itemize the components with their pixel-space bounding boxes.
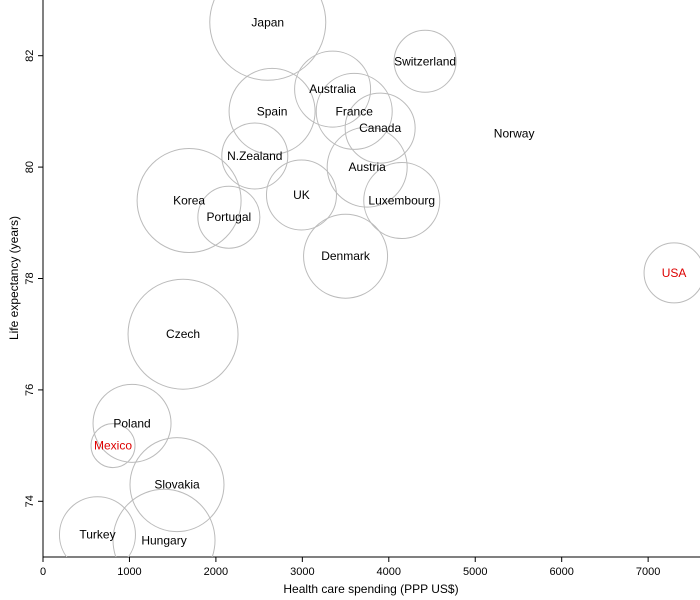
- bubble-label: Poland: [113, 416, 150, 430]
- y-tick-label: 80: [24, 161, 36, 173]
- x-tick-label: 0: [40, 566, 46, 578]
- bubble-mark: [315, 72, 393, 150]
- y-axis-label: Life expectancy (years): [7, 216, 21, 340]
- bubble-label: Korea: [173, 194, 205, 208]
- bubble-mark: [363, 162, 441, 240]
- x-tick-label: 5000: [463, 566, 487, 578]
- bubble-label: Hungary: [141, 533, 186, 547]
- bubble-label: Czech: [166, 327, 200, 341]
- bubble-label: Australia: [309, 82, 356, 96]
- x-tick-label: 3000: [290, 566, 314, 578]
- bubble-label: USA: [662, 266, 687, 280]
- bubble-label: Canada: [359, 121, 401, 135]
- x-tick-label: 6000: [549, 566, 573, 578]
- bubble-label: Portugal: [207, 210, 252, 224]
- label-layer: Japan Switzerland Australia Spain France Cana…: [79, 15, 686, 547]
- y-tick-label: 74: [24, 495, 36, 507]
- y-tick-label: 82: [24, 50, 36, 62]
- x-axis-label: Health care spending (PPP US$): [283, 582, 458, 596]
- bubble-label: Japan: [251, 15, 284, 29]
- bubble-label: UK: [293, 188, 310, 202]
- bubble-label: Spain: [257, 104, 288, 118]
- bubble-label: Denmark: [321, 249, 371, 263]
- bubble-mark: [221, 122, 289, 190]
- bubble-mark: [90, 423, 136, 469]
- x-tick-label: 4000: [377, 566, 401, 578]
- bubble-mark: [643, 242, 700, 304]
- bubble-label: Norway: [494, 127, 535, 141]
- bubble-mark: [209, 0, 327, 81]
- bubble-mark: [228, 67, 316, 155]
- bubble-mark: [265, 159, 337, 231]
- bubble-mark: [129, 437, 225, 533]
- bubble-mark: [344, 92, 416, 164]
- x-tick-label: 7000: [636, 566, 660, 578]
- x-tick-label: 2000: [204, 566, 228, 578]
- bubble-mark: [197, 185, 261, 249]
- bubble-label: Turkey: [79, 528, 115, 542]
- y-tick-label: 78: [24, 272, 36, 284]
- bubble-mark: [92, 383, 172, 463]
- bubble-mark: [127, 278, 239, 390]
- bubble-label: Slovakia: [154, 478, 200, 492]
- bubble-label: Austria: [348, 160, 386, 174]
- bubble-mark: [58, 496, 136, 557]
- bubble-label: Luxembourg: [368, 194, 435, 208]
- y-tick-label: 76: [24, 384, 36, 396]
- bubble-label: Switzerland: [394, 54, 456, 68]
- bubble-mark: [326, 126, 408, 208]
- bubble-mark: [294, 50, 372, 128]
- x-tick-label: 1000: [117, 566, 141, 578]
- bubble-label: France: [336, 104, 374, 118]
- y-axis-ticks: 74 76 78 80 82: [24, 50, 43, 507]
- x-axis-ticks: 0 1000 2000 3000 4000 5000 6000 7000: [40, 557, 660, 578]
- bubble-mark: [136, 148, 242, 254]
- bubble-label: Mexico: [94, 439, 132, 453]
- bubble-mark: [393, 29, 457, 93]
- bubble-mark: [112, 488, 216, 557]
- bubble-mark: [303, 213, 389, 299]
- bubble-label: N.Zealand: [227, 149, 282, 163]
- bubble-layer: [58, 0, 700, 557]
